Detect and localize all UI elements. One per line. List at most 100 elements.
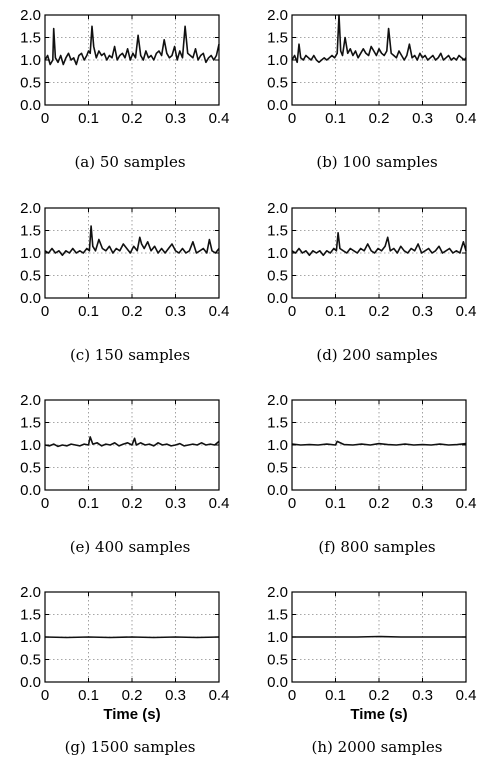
y-tick-label: 0.5 (267, 652, 288, 669)
x-tick-label: 0.1 (325, 495, 346, 512)
chart-panel-5: 0 0.1 0.2 0.3 0.4 0.0 0.5 1.0 1.5 2.0 (f) 800 samp… (267, 392, 476, 556)
chart-panel-2: 0 0.1 0.2 0.3 0.4 0.0 0.5 1.0 1.5 2.0 (c) 150 samp… (20, 200, 229, 364)
subplot-caption: (g) 1500 samples (65, 738, 196, 756)
y-tick-label: 2.0 (267, 200, 288, 217)
subplot-caption: (e) 400 samples (70, 538, 191, 556)
y-tick-label: 1.5 (20, 607, 41, 624)
subplot-caption: (c) 150 samples (70, 346, 190, 364)
subplot-caption: (b) 100 samples (316, 153, 437, 171)
y-tick-label: 0.0 (20, 482, 41, 499)
x-tick-label: 0.2 (369, 495, 390, 512)
x-tick-label: 0.4 (456, 495, 477, 512)
x-tick-label: 0.2 (369, 687, 390, 704)
y-tick-label: 2.0 (20, 392, 41, 409)
series-line (44, 436, 220, 448)
y-tick-label: 2.0 (20, 200, 41, 217)
x-tick-label: 0.1 (325, 110, 346, 127)
x-tick-label: 0 (41, 687, 49, 704)
y-tick-label: 2.0 (20, 7, 41, 24)
x-tick-label: 0 (41, 303, 49, 320)
y-tick-label: 0.5 (267, 75, 288, 92)
x-axis-label: Time (s) (103, 706, 160, 723)
x-tick-label: 0.3 (412, 303, 433, 320)
x-tick-label: 0.2 (122, 110, 143, 127)
x-tick-label: 0 (288, 495, 296, 512)
y-tick-label: 1.0 (267, 245, 288, 262)
x-tick-label: 0 (288, 110, 296, 127)
chart-panel-1: 0 0.1 0.2 0.3 0.4 0.0 0.5 1.0 1.5 2.0 (b) 100 samp… (267, 7, 476, 171)
y-tick-label: 0.5 (20, 460, 41, 477)
x-tick-label: 0.1 (78, 495, 99, 512)
y-tick-label: 1.0 (267, 52, 288, 69)
y-tick-label: 2.0 (267, 584, 288, 601)
x-tick-label: 0 (288, 687, 296, 704)
y-tick-label: 1.0 (20, 629, 41, 646)
x-tick-label: 0.2 (369, 303, 390, 320)
y-tick-label: 0.0 (267, 97, 288, 114)
x-tick-label: 0.3 (412, 495, 433, 512)
y-tick-label: 1.5 (267, 223, 288, 240)
x-tick-label: 0.2 (122, 303, 143, 320)
subplot-caption: (f) 800 samples (318, 538, 435, 556)
series-line (291, 440, 467, 446)
chart-panel-4: 0 0.1 0.2 0.3 0.4 0.0 0.5 1.0 1.5 2.0 (e) 400 samp… (20, 392, 229, 556)
x-tick-label: 0.1 (78, 687, 99, 704)
x-tick-label: 0.1 (78, 303, 99, 320)
x-tick-label: 0.3 (165, 687, 186, 704)
x-tick-label: 0.4 (456, 303, 477, 320)
x-tick-label: 0.4 (209, 110, 230, 127)
x-tick-label: 0.1 (325, 303, 346, 320)
y-tick-label: 0.5 (267, 268, 288, 285)
chart-panel-3: 0 0.1 0.2 0.3 0.4 0.0 0.5 1.0 1.5 2.0 (d) 200 samp… (267, 200, 476, 364)
y-tick-label: 0.0 (20, 97, 41, 114)
y-tick-label: 1.5 (267, 607, 288, 624)
x-tick-label: 0 (288, 303, 296, 320)
subplot-caption: (d) 200 samples (316, 346, 437, 364)
x-tick-label: 0.3 (412, 687, 433, 704)
series-line (44, 225, 220, 257)
y-tick-label: 0.0 (20, 674, 41, 691)
x-tick-label: 0.3 (165, 110, 186, 127)
series-line (44, 636, 220, 639)
y-tick-label: 0.0 (20, 290, 41, 307)
series-line (292, 635, 466, 638)
x-tick-label: 0 (41, 110, 49, 127)
chart-panel-0: 0 0.1 0.2 0.3 0.4 0.0 0.5 1.0 1.5 2.0 (a) 50 sampl… (20, 7, 229, 171)
x-tick-label: 0.4 (209, 495, 230, 512)
y-tick-label: 1.5 (20, 415, 41, 432)
x-tick-label: 0 (41, 495, 49, 512)
x-tick-label: 0.3 (412, 110, 433, 127)
y-tick-label: 1.0 (267, 437, 288, 454)
x-tick-label: 0.2 (369, 110, 390, 127)
y-tick-label: 1.5 (20, 30, 41, 47)
x-tick-label: 0.1 (325, 687, 346, 704)
x-tick-label: 0.4 (456, 110, 477, 127)
x-tick-label: 0.4 (209, 303, 230, 320)
y-tick-label: 0.5 (20, 652, 41, 669)
x-tick-label: 0.1 (78, 110, 99, 127)
chart-panel-7: 0 0.1 0.2 0.3 0.4 0.0 0.5 1.0 1.5 2.0 Time (s) (h) … (267, 584, 476, 756)
y-tick-label: 0.0 (267, 482, 288, 499)
y-tick-label: 0.5 (20, 268, 41, 285)
x-tick-label: 0.3 (165, 495, 186, 512)
subplot-caption: (a) 50 samples (74, 153, 185, 171)
x-axis-label: Time (s) (350, 706, 407, 723)
x-tick-label: 0.2 (122, 495, 143, 512)
y-tick-label: 1.5 (267, 30, 288, 47)
y-tick-label: 0.0 (267, 290, 288, 307)
y-tick-label: 0.0 (267, 674, 288, 691)
series-line (291, 14, 467, 64)
y-tick-label: 2.0 (267, 7, 288, 24)
y-tick-label: 1.0 (20, 52, 41, 69)
subplot-caption: (h) 2000 samples (312, 738, 443, 756)
x-tick-label: 0.2 (122, 687, 143, 704)
y-tick-label: 1.5 (20, 223, 41, 240)
y-tick-label: 0.5 (267, 460, 288, 477)
x-tick-label: 0.4 (209, 687, 230, 704)
chart-panel-6: 0 0.1 0.2 0.3 0.4 0.0 0.5 1.0 1.5 2.0 Time (s) (g) … (20, 584, 229, 756)
y-tick-label: 0.5 (20, 75, 41, 92)
x-tick-label: 0.4 (456, 687, 477, 704)
y-tick-label: 1.5 (267, 415, 288, 432)
series-line (44, 25, 220, 66)
